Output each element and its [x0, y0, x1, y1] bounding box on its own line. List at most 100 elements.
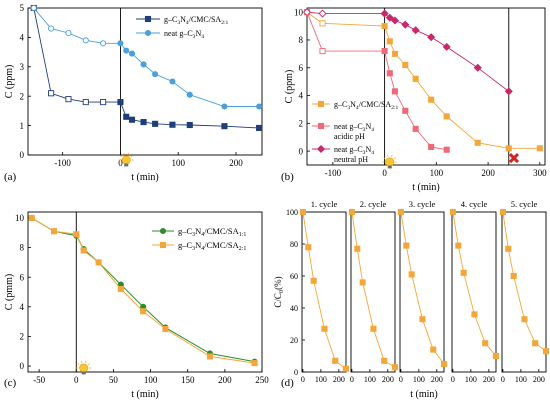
data-point	[82, 37, 89, 44]
data-point	[542, 348, 550, 355]
data-point	[443, 146, 450, 153]
legend-entry: neat g–C3N4	[334, 145, 375, 156]
data-point	[169, 78, 176, 85]
x-tick-label: 100	[144, 375, 158, 385]
data-point	[428, 96, 435, 103]
y-tick-label: 6	[299, 63, 304, 73]
series-line	[31, 217, 255, 364]
panel-c: -50 0 50 100 150 200 250 0 2 4 6 8 10 t (min) C (pmm) (…	[4, 211, 269, 400]
x-tick-label: -50	[33, 375, 45, 385]
data-point	[117, 40, 124, 47]
lamp-ray	[119, 155, 123, 158]
data-point	[100, 40, 107, 47]
data-point	[359, 279, 366, 286]
data-point	[381, 357, 388, 364]
data-point	[499, 208, 506, 216]
y-tick-label: 4	[20, 33, 25, 43]
series-line	[33, 7, 260, 107]
data-point	[321, 325, 328, 332]
data-point	[455, 242, 462, 249]
y-tick-label: 40	[290, 304, 298, 313]
data-point	[354, 245, 361, 252]
y-tick-label: 2	[20, 91, 25, 101]
data-point	[381, 48, 388, 55]
lamp-ray	[85, 360, 87, 363]
x-tick-label: 100	[171, 158, 185, 168]
data-point	[332, 357, 339, 364]
series-line	[351, 211, 396, 368]
y-axis-label: C (pmm)	[4, 274, 15, 310]
data-point	[391, 50, 399, 57]
data-point	[30, 4, 37, 12]
data-point	[348, 208, 355, 216]
data-point	[504, 87, 513, 96]
data-point	[402, 107, 409, 114]
data-point	[73, 231, 80, 238]
x-axis-label: t (min)	[131, 172, 159, 183]
series-line	[502, 211, 547, 352]
x-tick-label: 200	[483, 375, 495, 384]
legend-marker	[144, 15, 152, 23]
data-point	[391, 364, 399, 371]
data-point	[411, 26, 420, 35]
data-point	[152, 120, 159, 127]
x-tick-label: 0	[301, 375, 305, 384]
data-point	[28, 214, 35, 221]
data-point	[310, 277, 317, 284]
lamp-ray	[130, 155, 133, 158]
data-point	[82, 99, 89, 106]
series-line	[306, 11, 540, 149]
y-tick-label: 60	[290, 272, 298, 281]
lamp-ray	[387, 154, 389, 157]
x-tick-label: 200	[431, 375, 443, 384]
data-point	[428, 143, 435, 150]
x-tick-label: -100	[325, 168, 342, 178]
data-point	[80, 247, 87, 254]
data-point	[474, 139, 481, 146]
x-tick-label: 0	[382, 168, 387, 178]
lamp-base	[81, 371, 86, 375]
legend-marker	[159, 227, 167, 235]
x-tick-label: 200	[382, 375, 394, 384]
plot-frame	[451, 211, 497, 373]
data-point	[117, 99, 124, 106]
data-point	[186, 91, 193, 98]
x-axis-label: t (min)	[410, 389, 438, 400]
cross-icon	[508, 152, 520, 164]
y-tick-label: 0	[299, 146, 304, 156]
data-point	[401, 20, 410, 29]
cycle-title: 4. cycle	[461, 199, 488, 209]
x-tick-label: 200	[481, 168, 495, 178]
plot-frame	[501, 211, 547, 373]
plot-frame	[27, 7, 263, 156]
y-tick-label: 80	[290, 240, 298, 249]
x-tick-label: 100	[465, 375, 477, 384]
data-point	[442, 42, 451, 51]
data-point	[482, 340, 489, 347]
data-point	[449, 208, 456, 216]
data-point	[397, 208, 404, 216]
y-tick-label: 0	[294, 368, 298, 377]
legend-marker	[317, 100, 325, 108]
plot-frame	[27, 211, 263, 373]
plot-frame	[306, 7, 546, 166]
data-point	[319, 20, 326, 27]
legend-entry-note: neutral pH	[334, 155, 368, 164]
data-point	[299, 208, 306, 216]
data-point	[492, 352, 500, 360]
x-tick-label: -100	[54, 158, 71, 168]
x-tick-label: 200	[229, 158, 243, 168]
data-point	[251, 360, 258, 367]
panel-label: (b)	[281, 171, 294, 183]
panel-label: (d)	[281, 377, 294, 389]
cross-stroke	[508, 152, 520, 164]
lamp-ray	[383, 157, 386, 160]
x-tick-label: 100	[315, 375, 327, 384]
data-point	[186, 121, 193, 129]
data-point	[521, 316, 528, 323]
data-point	[536, 145, 543, 152]
data-point	[386, 70, 393, 77]
data-point	[140, 61, 147, 68]
data-point	[390, 16, 399, 25]
data-point	[162, 325, 169, 333]
